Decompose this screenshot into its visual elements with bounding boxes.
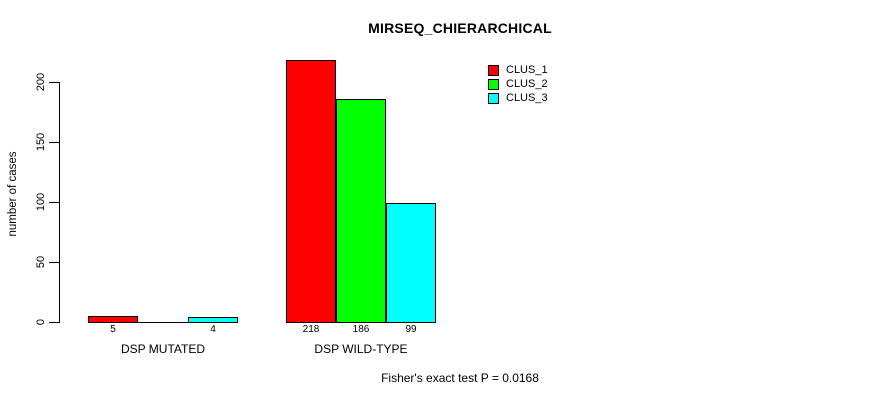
bar-value-label: 218 bbox=[302, 324, 320, 335]
y-axis-line bbox=[59, 82, 60, 323]
legend-swatch-clus_2 bbox=[488, 79, 499, 90]
y-axis-tick-label: 50 bbox=[35, 255, 47, 269]
bar-value-label: 99 bbox=[405, 324, 417, 335]
legend-label: CLUS_3 bbox=[506, 92, 548, 104]
bar-value-label: 5 bbox=[110, 324, 116, 335]
y-axis-tick-label: 0 bbox=[35, 318, 47, 326]
x-category-label: DSP MUTATED bbox=[120, 342, 206, 356]
bar-clus_1-group1 bbox=[88, 316, 138, 323]
bar-clus_3-group2 bbox=[386, 203, 436, 323]
y-axis-tick bbox=[49, 202, 59, 203]
bar-clus_1-group2 bbox=[286, 60, 336, 323]
y-axis-tick-label: 150 bbox=[35, 132, 47, 152]
bar-clus_2-group1 bbox=[138, 322, 188, 323]
y-axis-tick-label: 200 bbox=[35, 72, 47, 92]
bar-clus_3-group1 bbox=[188, 317, 238, 323]
y-axis-label: number of cases bbox=[7, 151, 19, 237]
legend-swatch-clus_3 bbox=[488, 93, 499, 104]
bar-value-label: 186 bbox=[352, 324, 370, 335]
y-axis-tick bbox=[49, 82, 59, 83]
legend-swatch-clus_1 bbox=[488, 65, 499, 76]
bar-clus_2-group2 bbox=[336, 99, 386, 323]
y-axis-tick bbox=[49, 322, 59, 323]
y-axis-tick-label: 100 bbox=[35, 192, 47, 212]
x-category-label: DSP WILD-TYPE bbox=[314, 342, 408, 356]
bar-value-label: 4 bbox=[210, 324, 216, 335]
annotation-text: Fisher's exact test P = 0.0168 bbox=[381, 371, 539, 385]
y-axis-tick bbox=[49, 262, 59, 263]
y-axis-tick bbox=[49, 142, 59, 143]
legend-label: CLUS_1 bbox=[506, 64, 548, 76]
chart-title: MIRSEQ_CHIERARCHICAL bbox=[368, 20, 552, 36]
legend-label: CLUS_2 bbox=[506, 78, 548, 90]
